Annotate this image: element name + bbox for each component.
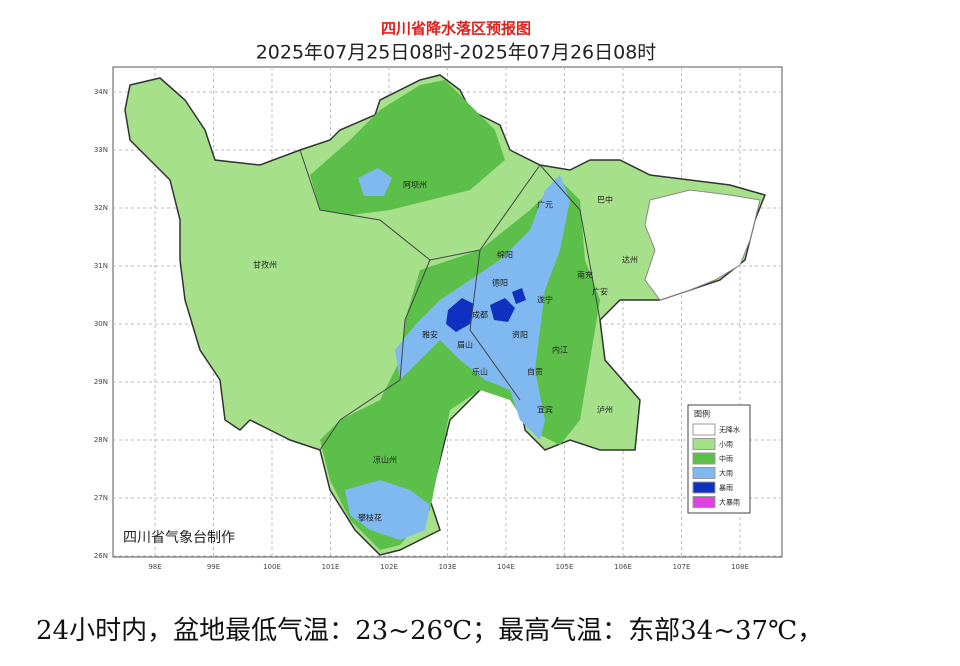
place-label: 泸州 — [597, 405, 613, 415]
legend-swatch — [692, 496, 716, 508]
place-label: 达州 — [622, 255, 638, 265]
legend-swatch — [692, 438, 716, 450]
footer-text: 24小时内，盆地最低气温：23~26℃；最高气温：东部34~37℃， — [36, 616, 824, 646]
legend-title: 图例 — [694, 409, 710, 419]
legend-swatch — [692, 467, 716, 479]
longitude-label: 103E — [439, 563, 457, 571]
place-label: 雅安 — [422, 330, 438, 340]
longitude-label: 105E — [556, 563, 574, 571]
legend-label: 无降水 — [719, 425, 740, 434]
legend-label: 大雨 — [719, 469, 733, 478]
place-label: 巴中 — [597, 195, 613, 205]
place-label: 阿坝州 — [403, 181, 427, 190]
legend-label: 小雨 — [719, 440, 733, 449]
map-title: 四川省降水落区预报图 — [381, 20, 531, 38]
map-credit: 四川省气象台制作 — [123, 530, 235, 546]
district-borders — [299, 149, 601, 451]
place-label: 成都 — [472, 310, 488, 320]
longitude-label: 106E — [614, 563, 632, 571]
place-label: 广安 — [592, 287, 608, 297]
place-label: 宜宾 — [537, 405, 553, 415]
latitude-label: 34N — [94, 88, 108, 96]
latitude-label: 29N — [94, 378, 108, 386]
place-label: 攀枝花 — [358, 513, 382, 523]
legend-label: 大暴雨 — [719, 498, 740, 507]
longitude-label: 108E — [731, 563, 749, 571]
map-subtitle: 2025年07月25日08时-2025年07月26日08时 — [256, 42, 657, 64]
latitude-label: 31N — [94, 262, 108, 270]
longitude-label: 107E — [673, 563, 691, 571]
place-label: 遂宁 — [537, 295, 553, 305]
rainstorm-area — [446, 298, 474, 332]
latitude-label: 28N — [94, 436, 108, 444]
longitude-label: 98E — [148, 563, 161, 571]
rainstorm-area — [512, 288, 526, 304]
longitude-label: 104E — [497, 563, 515, 571]
place-label: 凉山州 — [373, 455, 397, 465]
border-line — [539, 164, 601, 321]
longitude-label: 101E — [322, 563, 340, 571]
map-figure: 四川省降水落区预报图 2025年07月25日08时-2025年07月26日08时… — [94, 20, 783, 571]
rainstorm-area — [490, 298, 515, 322]
place-label: 资阳 — [512, 330, 528, 340]
latitude-label: 27N — [94, 494, 108, 502]
place-label: 自贡 — [527, 367, 543, 377]
longitude-label: 102E — [380, 563, 398, 571]
legend-swatch — [692, 452, 716, 465]
place-label: 绵阳 — [497, 250, 513, 260]
place-label: 内江 — [552, 345, 568, 355]
no-rain-area — [644, 189, 761, 301]
moderate-rain-area — [310, 80, 505, 215]
latitude-label: 30N — [94, 320, 108, 328]
heavy-rain-area — [345, 480, 430, 540]
heavy-rain-area — [395, 175, 570, 440]
place-label: 眉山 — [457, 340, 473, 350]
latitude-label: 26N — [94, 552, 108, 560]
border-line — [469, 249, 521, 401]
border-line — [299, 149, 541, 261]
legend-swatch — [692, 423, 716, 436]
legend-swatch — [692, 481, 716, 494]
place-label: 甘孜州 — [253, 260, 277, 270]
latitude-label: 33N — [94, 146, 108, 154]
border-line — [319, 259, 431, 451]
heavy-rain-area — [358, 168, 392, 196]
place-label: 德阳 — [492, 278, 508, 288]
place-label: 乐山 — [472, 367, 488, 377]
place-label: 南充 — [577, 270, 593, 280]
legend-label: 中雨 — [719, 454, 733, 463]
legend-label: 暴雨 — [719, 484, 733, 492]
longitude-label: 100E — [263, 563, 281, 571]
latitude-label: 32N — [94, 204, 108, 212]
longitude-label: 99E — [207, 563, 220, 571]
place-label: 广元 — [537, 200, 553, 210]
